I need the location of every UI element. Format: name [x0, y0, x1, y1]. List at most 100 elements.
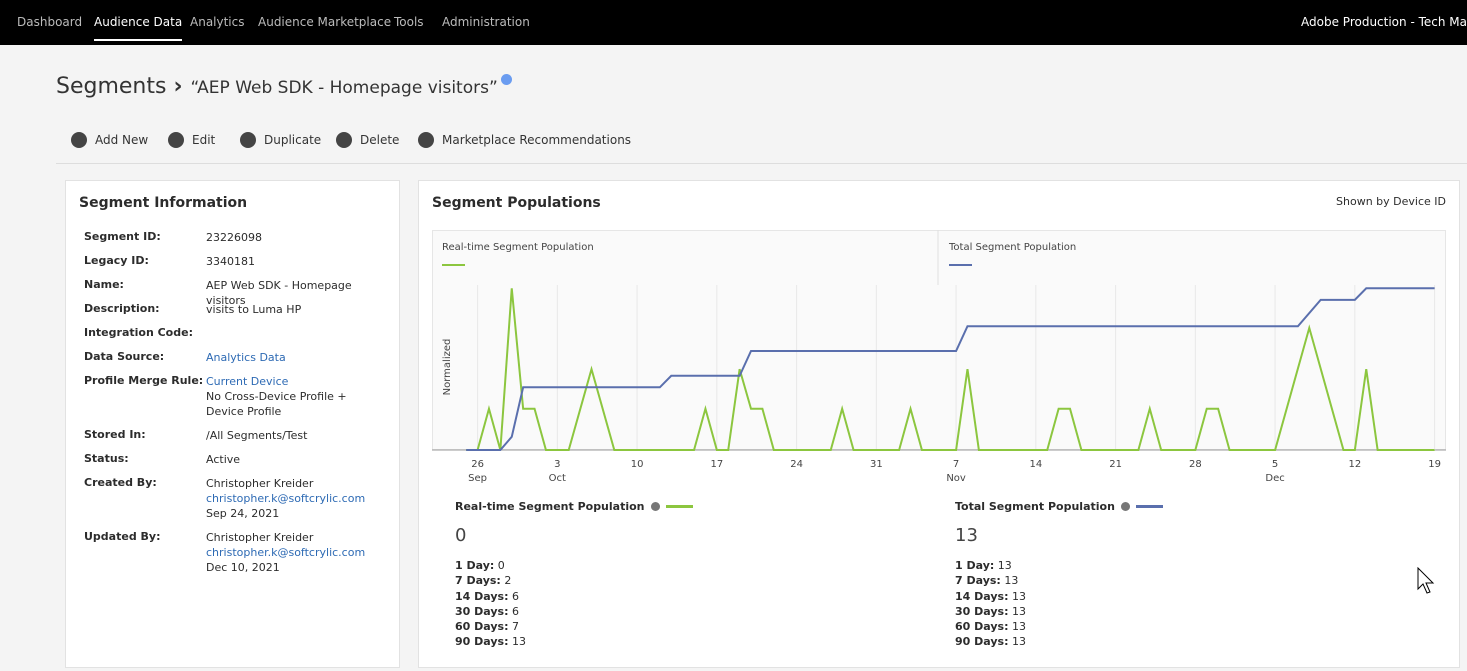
x-tick-label: 10	[631, 459, 644, 470]
x-tick-label: 17	[710, 459, 723, 470]
info-value: AEP Web SDK - Homepage visitors	[206, 278, 386, 308]
info-icon[interactable]	[650, 502, 660, 511]
info-link[interactable]: christopher.k@softcrylic.com	[206, 492, 366, 505]
info-link[interactable]: christopher.k@softcrylic.com	[206, 546, 366, 559]
nav-item[interactable]: Tools	[394, 15, 424, 29]
stat-row: 60 Days: 13	[955, 619, 1163, 634]
help-icon[interactable]	[500, 74, 512, 85]
x-tick-label: 21	[1109, 459, 1122, 470]
stat-row: 30 Days: 6	[455, 604, 693, 619]
x-tick-label: 5	[1272, 459, 1278, 470]
info-label: Segment ID:	[84, 230, 161, 243]
stat-row: 30 Days: 13	[955, 604, 1163, 619]
info-label: Integration Code:	[84, 326, 193, 339]
stat-total: 13	[955, 525, 978, 546]
toolbar-icon	[71, 132, 87, 148]
stat-label: 60 Days:	[955, 620, 1009, 634]
nav-item[interactable]: Analytics	[190, 15, 245, 29]
legend-label: Total Segment Population	[948, 242, 1076, 253]
stat-label: 14 Days:	[955, 589, 1009, 603]
stat-value: 6	[511, 604, 519, 618]
info-text: /All Segments/Test	[206, 429, 308, 442]
toolbar-button[interactable]: Marketplace Recommendations	[418, 132, 631, 148]
toolbar-button[interactable]: Duplicate	[240, 132, 321, 148]
breadcrumb: Segments › “AEP Web SDK - Homepage visito…	[56, 74, 512, 99]
info-link[interactable]: Analytics Data	[206, 351, 286, 364]
nav-item[interactable]: Audience Marketplace	[258, 15, 392, 29]
stat-value: 2	[504, 574, 512, 588]
info-label: Status:	[84, 452, 129, 465]
stat-row: 7 Days: 13	[955, 573, 1163, 588]
info-label: Data Source:	[84, 350, 165, 363]
breadcrumb-current: “AEP Web SDK - Homepage visitors”	[190, 78, 498, 98]
info-value: /All Segments/Test	[206, 428, 386, 443]
stat-label: 30 Days:	[455, 604, 509, 618]
stat-label: 30 Days:	[955, 604, 1009, 618]
stat-value: 13	[1011, 604, 1026, 618]
stat-label: 90 Days:	[455, 635, 509, 649]
populations-title: Segment Populations	[432, 195, 601, 211]
info-text: 23226098	[206, 231, 262, 244]
x-tick-label: 26	[471, 459, 484, 470]
info-label: Legacy ID:	[84, 254, 149, 267]
x-tick-month: Sep	[468, 473, 487, 484]
toolbar-button[interactable]: Edit	[168, 132, 215, 148]
legend-label: Real-time Segment Population	[442, 242, 594, 253]
x-tick-label: 28	[1189, 459, 1202, 470]
stat-total: 0	[455, 525, 467, 546]
x-tick-label: 7	[953, 459, 959, 470]
x-tick-month: Nov	[946, 473, 966, 484]
info-text: Sep 24, 2021	[206, 507, 280, 520]
breadcrumb-parent[interactable]: Segments	[56, 74, 167, 99]
toolbar-button[interactable]: Delete	[336, 132, 399, 148]
info-value: Active	[206, 452, 386, 467]
info-label: Updated By:	[84, 530, 161, 543]
toolbar-label: Duplicate	[264, 133, 322, 147]
info-label: Stored In:	[84, 428, 146, 441]
nav-item[interactable]: Dashboard	[17, 15, 83, 29]
stat-row: 90 Days: 13	[955, 634, 1163, 649]
stat-value: 13	[1011, 635, 1026, 649]
x-tick-label: 19	[1428, 459, 1441, 470]
toolbar-label: Add New	[95, 133, 149, 147]
org-name[interactable]: Adobe Production - Tech Ma	[1301, 15, 1467, 29]
stat-value: 7	[511, 620, 519, 634]
info-value: Christopher Kreider christopher.k@softcry…	[206, 476, 386, 521]
x-tick-label: 3	[554, 459, 560, 470]
stat-label: 60 Days:	[455, 620, 509, 634]
x-tick-label: 14	[1029, 459, 1042, 470]
x-tick-label: 31	[870, 459, 883, 470]
info-panel	[65, 180, 400, 668]
stat-title: Real-time Segment Population	[455, 500, 645, 513]
info-link[interactable]: Current Device	[206, 375, 289, 388]
series-line	[466, 287, 1435, 451]
info-value: Current Device No Cross-Device Profile + …	[206, 374, 386, 419]
stat-header: Real-time Segment Population	[455, 500, 693, 513]
info-text: AEP Web SDK - Homepage visitors	[206, 279, 352, 307]
toolbar-label: Marketplace Recommendations	[442, 133, 632, 147]
series-line	[466, 288, 1435, 451]
stat-row: 14 Days: 6	[455, 589, 693, 604]
divider	[56, 163, 1467, 164]
toolbar-button[interactable]: Add New	[71, 132, 148, 148]
info-text: Christopher Kreider	[206, 477, 314, 490]
nav-item[interactable]: Audience Data	[94, 15, 183, 41]
nav-item[interactable]: Administration	[442, 15, 530, 29]
info-label: Profile Merge Rule:	[84, 374, 204, 387]
cursor	[1417, 567, 1435, 594]
toolbar-icon	[168, 132, 184, 148]
shown-by[interactable]: Shown by Device ID	[1336, 195, 1446, 208]
info-text: Active	[206, 453, 241, 466]
info-icon[interactable]	[1120, 502, 1130, 511]
stat-value: 0	[497, 559, 505, 572]
toolbar-label: Delete	[360, 133, 400, 147]
chart-area	[432, 230, 1446, 450]
stat-block: Total Segment Population 13 1 Day: 13 7 Day…	[955, 500, 1163, 650]
stat-label: 1 Day:	[955, 559, 995, 572]
info-label: Created By:	[84, 476, 157, 489]
stat-label: 14 Days:	[455, 589, 509, 603]
stat-row: 1 Day: 0	[455, 558, 693, 573]
toolbar-icon	[240, 132, 256, 148]
